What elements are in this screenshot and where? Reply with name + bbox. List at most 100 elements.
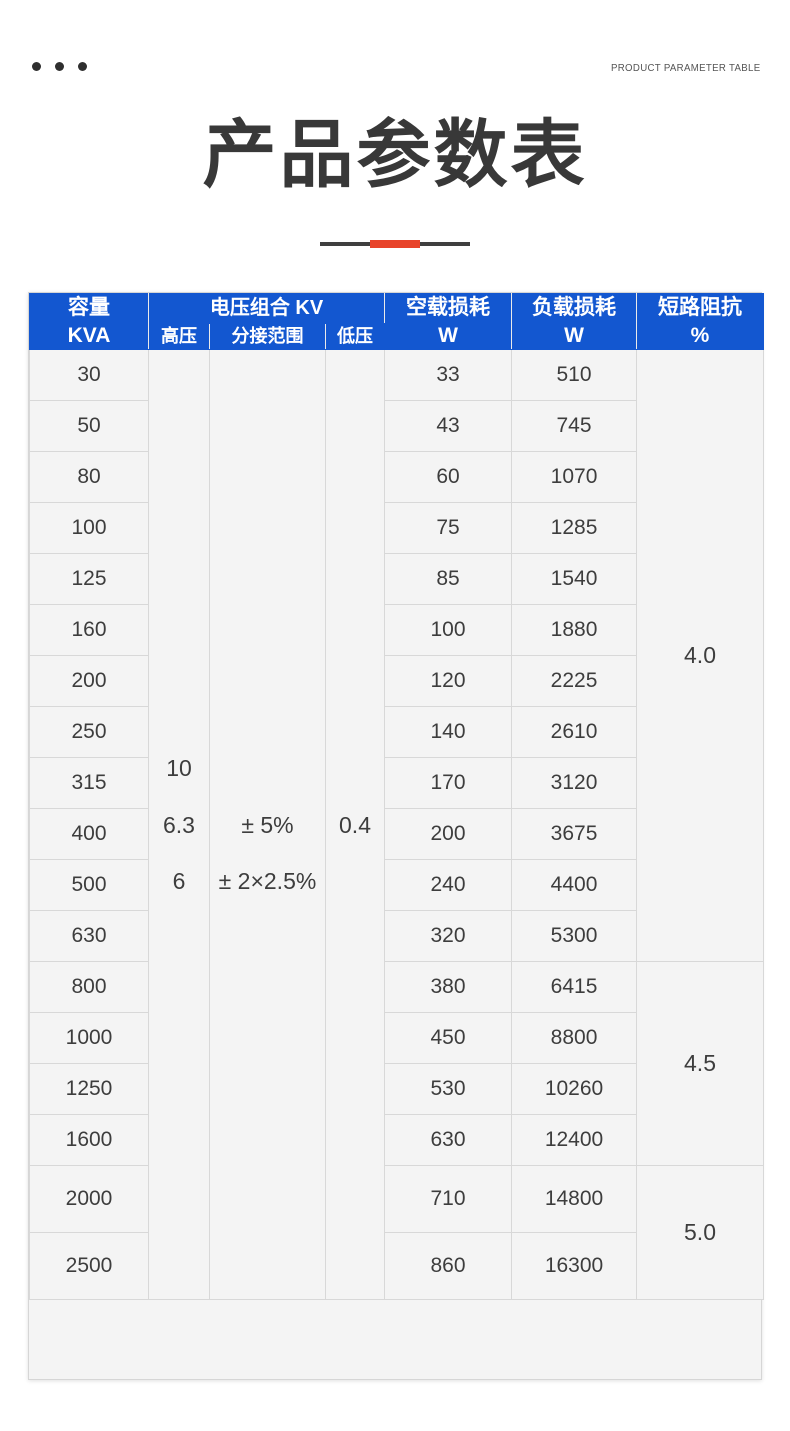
cell-load-loss: 1540 <box>511 553 638 606</box>
cell-capacity: 50 <box>29 400 149 453</box>
cell-load-loss: 3120 <box>511 757 638 810</box>
table-body: 30 10 6.3 6 ± 5% ± 2×2.5% 0.4 33 510 4.0 50 43 745 8… <box>29 349 765 1301</box>
table-row: 1000 450 8800 <box>29 1012 764 1065</box>
page-topbar: PRODUCT PARAMETER TABLE <box>0 0 790 110</box>
cell-capacity: 100 <box>29 502 149 555</box>
cell-capacity: 1600 <box>29 1114 149 1167</box>
table-header-row-2: 高压 分接范围 低压 <box>30 322 764 351</box>
cell-capacity: 125 <box>29 553 149 606</box>
cell-capacity: 800 <box>29 961 149 1014</box>
dot-icon <box>78 62 87 71</box>
table-row: 2500 860 16300 <box>29 1232 764 1301</box>
tap-range-value: ± 2×2.5% <box>218 868 317 895</box>
cell-load-loss: 6415 <box>511 961 638 1014</box>
tap-range-value: ± 5% <box>241 811 294 838</box>
cell-no-load-loss: 240 <box>384 859 513 912</box>
header-voltage-group: 电压组合 KV <box>147 293 386 324</box>
cell-load-loss: 2225 <box>511 655 638 708</box>
cell-no-load-loss: 630 <box>384 1114 513 1167</box>
title-divider <box>0 238 790 250</box>
table-row: 125 85 1540 <box>29 553 764 606</box>
cell-capacity: 315 <box>29 757 149 810</box>
header-impedance-name: 短路阻抗 <box>658 296 743 319</box>
product-parameter-table: 容量 KVA 电压组合 KV 空载损耗 W 负载损耗 W 短路阻抗 % 高 <box>29 292 765 1301</box>
cell-no-load-loss: 43 <box>384 400 513 453</box>
cell-no-load-loss: 860 <box>384 1232 513 1301</box>
cell-high-voltage: 10 6.3 6 <box>148 349 210 1301</box>
table-row: 1250 530 10260 <box>29 1063 764 1116</box>
cell-impedance: 5.0 <box>636 1165 765 1301</box>
header-impedance: 短路阻抗 % <box>636 292 765 351</box>
cell-capacity: 400 <box>29 808 149 861</box>
cell-no-load-loss: 120 <box>384 655 513 708</box>
high-voltage-value: 6 <box>172 868 186 895</box>
table-row: 160 100 1880 <box>29 604 764 657</box>
cell-tap-range: ± 5% ± 2×2.5% <box>209 349 326 1301</box>
cell-no-load-loss: 60 <box>384 451 513 504</box>
cell-load-loss: 1880 <box>511 604 638 657</box>
cell-no-load-loss: 33 <box>384 349 513 402</box>
title-block: 产品参数表 <box>0 118 790 192</box>
cell-load-loss: 4400 <box>511 859 638 912</box>
eyebrow-label: PRODUCT PARAMETER TABLE <box>610 62 760 74</box>
cell-capacity: 80 <box>29 451 149 504</box>
cell-load-loss: 12400 <box>511 1114 638 1167</box>
high-voltage-value: 6.3 <box>163 811 195 838</box>
table-row: 250 140 2610 <box>29 706 764 759</box>
cell-capacity: 200 <box>29 655 149 708</box>
cell-load-loss: 8800 <box>511 1012 638 1065</box>
cell-no-load-loss: 530 <box>384 1063 513 1116</box>
cell-load-loss: 16300 <box>511 1232 638 1301</box>
cell-no-load-loss: 100 <box>384 604 513 657</box>
cell-load-loss: 2610 <box>511 706 638 759</box>
table-row: 500 240 4400 <box>29 859 764 912</box>
cell-capacity: 1000 <box>29 1012 149 1065</box>
header-load-loss-unit: W <box>564 323 584 347</box>
cell-capacity: 1250 <box>29 1063 149 1116</box>
table-header-row-1: 容量 KVA 电压组合 KV 空载损耗 W 负载损耗 W 短路阻抗 % <box>29 292 765 351</box>
header-capacity-unit: KVA <box>67 323 111 347</box>
header-capacity: 容量 KVA <box>29 292 149 351</box>
cell-impedance: 4.5 <box>636 961 765 1167</box>
cell-capacity: 2000 <box>29 1165 149 1234</box>
cell-no-load-loss: 200 <box>384 808 513 861</box>
table-row: 1600 630 12400 <box>29 1114 764 1167</box>
header-no-load-loss-unit: W <box>438 323 458 347</box>
cell-capacity: 630 <box>29 910 149 963</box>
cell-no-load-loss: 140 <box>384 706 513 759</box>
cell-capacity: 250 <box>29 706 149 759</box>
table-row: 630 320 5300 <box>29 910 764 963</box>
cell-low-voltage: 0.4 <box>324 349 386 1301</box>
table-row: 315 170 3120 <box>29 757 764 810</box>
dot-icon <box>55 62 64 71</box>
cell-no-load-loss: 75 <box>384 502 513 555</box>
cell-no-load-loss: 320 <box>384 910 513 963</box>
cell-no-load-loss: 85 <box>384 553 513 606</box>
table-row: 2000 710 14800 5.0 <box>29 1165 765 1301</box>
cell-load-loss: 510 <box>511 349 638 402</box>
header-low-voltage: 低压 <box>324 322 386 351</box>
header-high-voltage: 高压 <box>148 322 210 351</box>
table-row: 800 380 6415 4.5 <box>29 961 765 1167</box>
header-no-load-loss-name: 空载损耗 <box>406 296 491 319</box>
cell-no-load-loss: 380 <box>384 961 513 1014</box>
decorative-dots <box>32 62 87 71</box>
table-row: 30 10 6.3 6 ± 5% ± 2×2.5% 0.4 33 510 4.0 <box>29 349 765 1301</box>
cell-load-loss: 1285 <box>511 502 638 555</box>
header-load-loss-name: 负载损耗 <box>532 296 617 319</box>
high-voltage-value: 10 <box>166 755 192 782</box>
cell-capacity: 500 <box>29 859 149 912</box>
page-title: 产品参数表 <box>202 112 588 198</box>
header-impedance-unit: % <box>690 323 710 347</box>
parameter-table-container: 容量 KVA 电压组合 KV 空载损耗 W 负载损耗 W 短路阻抗 % 高 <box>28 292 765 1380</box>
dot-icon <box>32 62 41 71</box>
table-header: 容量 KVA 电压组合 KV 空载损耗 W 负载损耗 W 短路阻抗 % 高 <box>29 292 765 351</box>
cell-no-load-loss: 710 <box>384 1165 513 1234</box>
cell-load-loss: 5300 <box>511 910 638 963</box>
cell-capacity: 160 <box>29 604 149 657</box>
tap-range-spacer <box>210 740 325 796</box>
cell-load-loss: 3675 <box>511 808 638 861</box>
divider-accent <box>370 240 420 248</box>
header-capacity-name: 容量 <box>68 296 110 319</box>
table-row: 80 60 1070 <box>29 451 764 504</box>
